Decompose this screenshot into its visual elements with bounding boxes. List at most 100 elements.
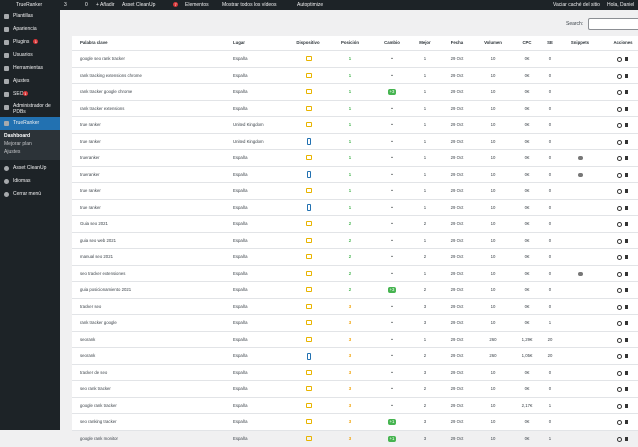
delete-action[interactable]: [625, 437, 628, 441]
menu-item[interactable]: Apariencia: [0, 23, 60, 36]
refresh-action[interactable]: [617, 173, 622, 178]
site-link[interactable]: TrueRanker: [16, 2, 42, 8]
refresh-action[interactable]: [617, 57, 622, 62]
change-badge: +3: [388, 287, 397, 293]
se-cell: 0: [530, 51, 570, 67]
se-cell: 1: [530, 315, 570, 331]
date-cell: 29 Oct: [437, 381, 477, 397]
column-header[interactable]: Snippets: [560, 40, 600, 45]
menu-item[interactable]: Cerrar menú: [0, 188, 60, 201]
autoptimize[interactable]: Autoptimize: [297, 2, 323, 8]
refresh-action[interactable]: [617, 371, 622, 376]
menu-item[interactable]: TrueRanker: [0, 117, 60, 130]
delete-action[interactable]: [625, 90, 628, 94]
refresh-action[interactable]: [617, 156, 622, 161]
delete-action[interactable]: [625, 123, 628, 127]
column-header[interactable]: Lugar: [233, 40, 245, 45]
se-cell: 0: [530, 134, 570, 150]
delete-action[interactable]: [625, 189, 628, 193]
delete-action[interactable]: [625, 173, 628, 177]
refresh-action[interactable]: [617, 404, 622, 409]
videos[interactable]: Mostrar todos los vídeos: [222, 2, 276, 8]
menu-icon: [4, 53, 9, 58]
submenu-item[interactable]: Ajustes: [4, 149, 20, 155]
menu-item[interactable]: Asset CleanUp: [0, 162, 60, 175]
menu-label: Usuarios: [13, 52, 33, 58]
comments[interactable]: 0: [85, 2, 88, 8]
delete-action[interactable]: [625, 354, 628, 358]
refresh-action[interactable]: [617, 123, 622, 128]
refresh-action[interactable]: [617, 354, 622, 359]
se-cell: 0: [530, 167, 570, 183]
delete-action[interactable]: [625, 371, 628, 375]
refresh-action[interactable]: [617, 255, 622, 260]
add-new[interactable]: + Añadir: [96, 2, 115, 8]
refresh-action[interactable]: [617, 437, 622, 442]
menu-item[interactable]: Administrador de PDBs: [0, 101, 60, 117]
refresh-action[interactable]: [617, 239, 622, 244]
submenu-item[interactable]: Dashboard: [4, 133, 30, 139]
asset-cleanup[interactable]: Asset CleanUp: [122, 2, 155, 8]
delete-action[interactable]: [625, 420, 628, 424]
refresh-action[interactable]: [617, 189, 622, 194]
clear-cache[interactable]: Vaciar caché del sitio: [553, 2, 600, 8]
menu-item[interactable]: Plantillas: [0, 10, 60, 23]
notification-badge[interactable]: 7: [173, 2, 178, 7]
refresh-action[interactable]: [617, 90, 622, 95]
delete-action[interactable]: [625, 156, 628, 160]
keyword-cell: trueranker: [80, 167, 100, 183]
delete-action[interactable]: [625, 305, 628, 309]
menu-item[interactable]: Herramientas: [0, 62, 60, 75]
submenu-item[interactable]: Mejorar plan: [4, 141, 32, 147]
refresh-action[interactable]: [617, 206, 622, 211]
delete-action[interactable]: [625, 107, 628, 111]
column-header[interactable]: Posición: [330, 40, 370, 45]
refresh-action[interactable]: [617, 305, 622, 310]
column-header[interactable]: Fecha: [437, 40, 477, 45]
greeting[interactable]: Hola, Daniel: [607, 2, 634, 8]
menu-item[interactable]: Usuarios: [0, 49, 60, 62]
delete-action[interactable]: [625, 74, 628, 78]
refresh-action[interactable]: [617, 222, 622, 227]
delete-action[interactable]: [625, 222, 628, 226]
delete-action[interactable]: [625, 272, 628, 276]
se-cell: 0: [530, 266, 570, 282]
refresh-action[interactable]: [617, 387, 622, 392]
column-header[interactable]: Dispositivo: [288, 40, 328, 45]
location-cell: España: [233, 332, 248, 348]
menu-icon: [4, 66, 9, 71]
elements[interactable]: Elementos: [185, 2, 209, 8]
delete-action[interactable]: [625, 404, 628, 408]
refresh-action[interactable]: [617, 321, 622, 326]
search-input[interactable]: [588, 18, 638, 30]
se-cell: 0: [530, 381, 570, 397]
refresh-action[interactable]: [617, 107, 622, 112]
delete-action[interactable]: [625, 140, 628, 144]
delete-action[interactable]: [625, 321, 628, 325]
refresh-action[interactable]: [617, 420, 622, 425]
delete-action[interactable]: [625, 255, 628, 259]
delete-action[interactable]: [625, 387, 628, 391]
menu-item[interactable]: Ajustes: [0, 75, 60, 88]
refresh-action[interactable]: [617, 140, 622, 145]
refresh-action[interactable]: [617, 74, 622, 79]
date-cell: 29 Oct: [437, 299, 477, 315]
refresh-action[interactable]: [617, 272, 622, 277]
delete-action[interactable]: [625, 206, 628, 210]
delete-action[interactable]: [625, 239, 628, 243]
menu-item[interactable]: Idiomas: [0, 175, 60, 188]
delete-action[interactable]: [625, 57, 628, 61]
column-header[interactable]: Palabra clave: [80, 40, 107, 45]
position-cell: 3: [330, 398, 370, 414]
menu-icon: [4, 179, 9, 184]
updates[interactable]: 3: [64, 2, 67, 8]
delete-action[interactable]: [625, 338, 628, 342]
refresh-action[interactable]: [617, 288, 622, 293]
delete-action[interactable]: [625, 288, 628, 292]
refresh-action[interactable]: [617, 338, 622, 343]
